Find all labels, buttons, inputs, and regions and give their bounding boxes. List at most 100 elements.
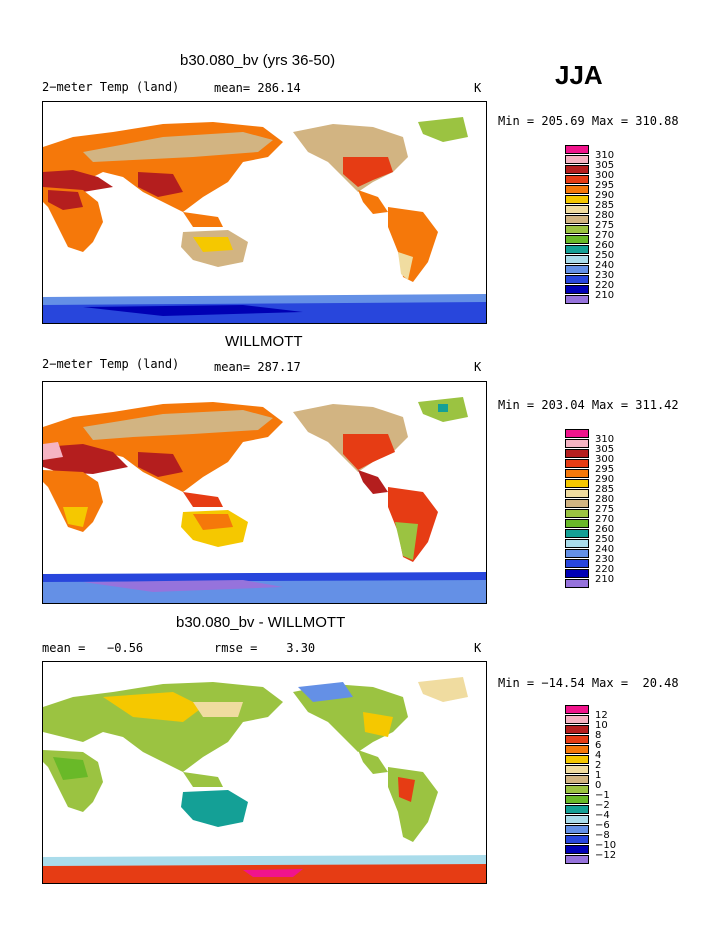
colorbar-label: −4: [595, 810, 610, 821]
colorbar-label: 220: [595, 280, 615, 291]
temperature-map: [42, 101, 487, 324]
africa-region: [43, 470, 103, 532]
rmse-label: rmse = 3.30: [214, 641, 316, 655]
australia-region: [181, 790, 248, 827]
colorbar-label: 305: [595, 160, 615, 171]
colorbar-label: 280: [595, 494, 615, 505]
colorbar-swatch: [565, 559, 589, 568]
panel-title: WILLMOTT: [225, 333, 303, 350]
colorbar-label: 12: [595, 710, 608, 721]
colorbar-swatch: [565, 755, 589, 764]
colorbar-label: 270: [595, 230, 615, 241]
usa-warm: [343, 434, 395, 470]
map-svg: [43, 397, 486, 603]
colorbar-swatch: [565, 245, 589, 254]
panel-title: b30.080_bv - WILLMOTT: [176, 614, 346, 631]
south-america-region: [388, 767, 438, 842]
temperature-map: [42, 381, 487, 604]
colorbar-swatch: [565, 509, 589, 518]
colorbar-swatch: [565, 295, 589, 304]
usa-warm: [343, 157, 393, 187]
colorbar-label: 305: [595, 444, 615, 455]
indonesia-region: [183, 492, 223, 507]
central-america: [358, 470, 388, 494]
colorbar-label: −12: [595, 850, 617, 861]
colorbar-swatch: [565, 459, 589, 468]
colorbar-label: 230: [595, 554, 615, 565]
colorbar-label: 1: [595, 770, 602, 781]
colorbar-swatch: [565, 805, 589, 814]
usa-warm-bias: [363, 712, 393, 737]
colorbar-swatch: [565, 449, 589, 458]
colorbar-swatch: [565, 195, 589, 204]
australia-warm: [193, 237, 233, 252]
colorbar-swatch: [565, 275, 589, 284]
mean-label: mean= 287.17: [214, 360, 301, 374]
central-asia-bias: [103, 692, 203, 722]
colorbar-swatch: [565, 215, 589, 224]
africa-hot: [48, 190, 83, 210]
colorbar-swatch: [565, 185, 589, 194]
colorbar-label: −10: [595, 840, 617, 851]
antarctica-edge: [43, 294, 486, 305]
colorbar-swatch: [565, 469, 589, 478]
minmax-label: Min = 205.69 Max = 310.88: [498, 114, 679, 128]
colorbar-swatch: [565, 499, 589, 508]
antarctica-hot-bias: [243, 869, 303, 877]
colorbar-label: 240: [595, 260, 615, 271]
variable-label: 2−meter Temp (land): [42, 80, 180, 94]
colorbar-swatch: [565, 155, 589, 164]
africa-cold-bias: [53, 757, 88, 780]
mean-label: mean = −0.56: [42, 641, 144, 655]
colorbar-label: 300: [595, 170, 615, 181]
greenland-region: [418, 117, 468, 142]
colorbar-label: −6: [595, 820, 610, 831]
colorbar-label: 285: [595, 484, 615, 495]
siberia-region: [83, 132, 273, 162]
colorbar-swatch: [565, 765, 589, 774]
units-label: K: [474, 360, 482, 374]
colorbar-swatch: [565, 855, 589, 864]
colorbar-swatch: [565, 745, 589, 754]
colorbar-swatch: [565, 579, 589, 588]
antarctica-edge: [43, 572, 486, 582]
sahara-arabia-hot: [43, 170, 113, 192]
colorbar-swatch: [565, 479, 589, 488]
colorbar-label: 310: [595, 434, 615, 445]
colorbar-swatch: [565, 439, 589, 448]
colorbar-label: 280: [595, 210, 615, 221]
colorbar-swatch: [565, 205, 589, 214]
colorbar-label: 295: [595, 464, 615, 475]
units-label: K: [474, 81, 482, 95]
colorbar-swatch: [565, 569, 589, 578]
colorbar-label: −1: [595, 790, 610, 801]
colorbar-swatch: [565, 775, 589, 784]
colorbar-label: 300: [595, 454, 615, 465]
colorbar-swatch: [565, 519, 589, 528]
colorbar-swatch: [565, 175, 589, 184]
greenland-region: [418, 677, 468, 702]
central-america: [358, 750, 388, 774]
map-svg: [43, 677, 486, 883]
colorbar-label: 8: [595, 730, 602, 741]
colorbar-label: 210: [595, 574, 615, 585]
season-label: JJA: [555, 60, 603, 90]
australia-warm: [193, 514, 233, 530]
colorbar-label: 290: [595, 474, 615, 485]
colorbar-swatch: [565, 539, 589, 548]
colorbar-label: −2: [595, 800, 610, 811]
colorbar-swatch: [565, 145, 589, 154]
antarctica-cold: [83, 305, 303, 316]
siberia-region: [83, 410, 273, 440]
colorbar-swatch: [565, 165, 589, 174]
colorbar-swatch: [565, 225, 589, 234]
mean-label: mean= 286.14: [214, 81, 301, 95]
colorbar-label: 260: [595, 524, 615, 535]
south-africa-mild: [63, 507, 88, 527]
colorbar: 12 10 8 6 4 2 1 0 −1 −2 −4 −6 −8 −10 −12: [565, 705, 645, 880]
antarctica-cold: [83, 580, 283, 592]
variable-label: 2−meter Temp (land): [42, 357, 180, 371]
colorbar-label: 295: [595, 180, 615, 191]
india-hot: [138, 452, 183, 477]
colorbar-label: 4: [595, 750, 602, 761]
